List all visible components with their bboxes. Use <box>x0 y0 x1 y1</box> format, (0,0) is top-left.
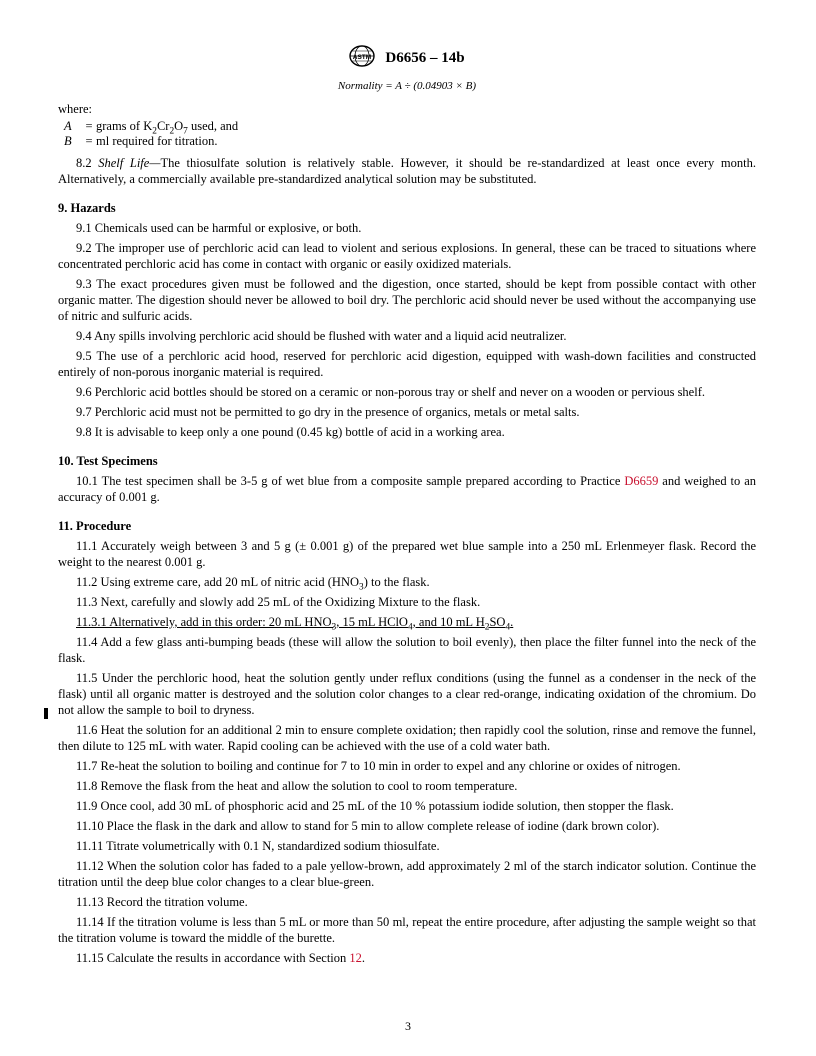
para-11-8: 11.8 Remove the flask from the heat and … <box>58 778 756 794</box>
para-9-3: 9.3 The exact procedures given must be f… <box>58 276 756 324</box>
para-11-11: 11.11 Titrate volumetrically with 0.1 N,… <box>58 838 756 854</box>
para-9-1: 9.1 Chemicals used can be harmful or exp… <box>58 220 756 236</box>
var-b-def: ml required for titration. <box>96 134 218 148</box>
section-9-heading: 9. Hazards <box>58 201 756 216</box>
para-9-4: 9.4 Any spills involving perchloric acid… <box>58 328 756 344</box>
para-11-2: 11.2 Using extreme care, add 20 mL of ni… <box>58 574 756 590</box>
page-number: 3 <box>0 1019 816 1034</box>
var-a-def: grams of K2Cr2O7 used, and <box>96 119 238 133</box>
para-11-15: 11.15 Calculate the results in accordanc… <box>58 950 756 966</box>
var-defs: A=grams of K2Cr2O7 used, and B=ml requir… <box>64 119 756 149</box>
section-10-heading: 10. Test Specimens <box>58 454 756 469</box>
where-label: where: <box>58 102 756 117</box>
para-8-2: 8.2 Shelf Life—The thiosulfate solution … <box>58 155 756 187</box>
link-section-12[interactable]: 12 <box>349 951 362 965</box>
para-11-4: 11.4 Add a few glass anti-bumping beads … <box>58 634 756 666</box>
para-9-8: 9.8 It is advisable to keep only a one p… <box>58 424 756 440</box>
var-a: A <box>64 119 82 134</box>
para-11-14: 11.14 If the titration volume is less th… <box>58 914 756 946</box>
para-11-7: 11.7 Re-heat the solution to boiling and… <box>58 758 756 774</box>
doc-header: ASTM D6656 – 14b <box>58 45 756 72</box>
para-11-6: 11.6 Heat the solution for an additional… <box>58 722 756 754</box>
para-11-1: 11.1 Accurately weigh between 3 and 5 g … <box>58 538 756 570</box>
para-10-1: 10.1 The test specimen shall be 3-5 g of… <box>58 473 756 505</box>
para-11-12: 11.12 When the solution color has faded … <box>58 858 756 890</box>
para-11-13: 11.13 Record the titration volume. <box>58 894 756 910</box>
para-11-3: 11.3 Next, carefully and slowly add 25 m… <box>58 594 756 610</box>
section-11-heading: 11. Procedure <box>58 519 756 534</box>
var-b: B <box>64 134 82 149</box>
para-9-5: 9.5 The use of a perchloric acid hood, r… <box>58 348 756 380</box>
link-d6659[interactable]: D6659 <box>624 474 658 488</box>
para-9-7: 9.7 Perchloric acid must not be permitte… <box>58 404 756 420</box>
para-11-3-1: 11.3.1 Alternatively, add in this order:… <box>58 614 756 630</box>
para-9-2: 9.2 The improper use of perchloric acid … <box>58 240 756 272</box>
para-9-6: 9.6 Perchloric acid bottles should be st… <box>58 384 756 400</box>
svg-text:ASTM: ASTM <box>353 54 371 61</box>
para-11-10: 11.10 Place the flask in the dark and al… <box>58 818 756 834</box>
doc-number: D6656 – 14b <box>385 50 464 66</box>
para-11-9: 11.9 Once cool, add 30 mL of phosphoric … <box>58 798 756 814</box>
astm-logo: ASTM <box>349 45 375 72</box>
normality-formula: Normality = A ÷ (0.04903 × B) <box>58 80 756 92</box>
para-11-5: 11.5 Under the perchloric hood, heat the… <box>58 670 756 718</box>
change-bar-icon <box>44 708 48 719</box>
